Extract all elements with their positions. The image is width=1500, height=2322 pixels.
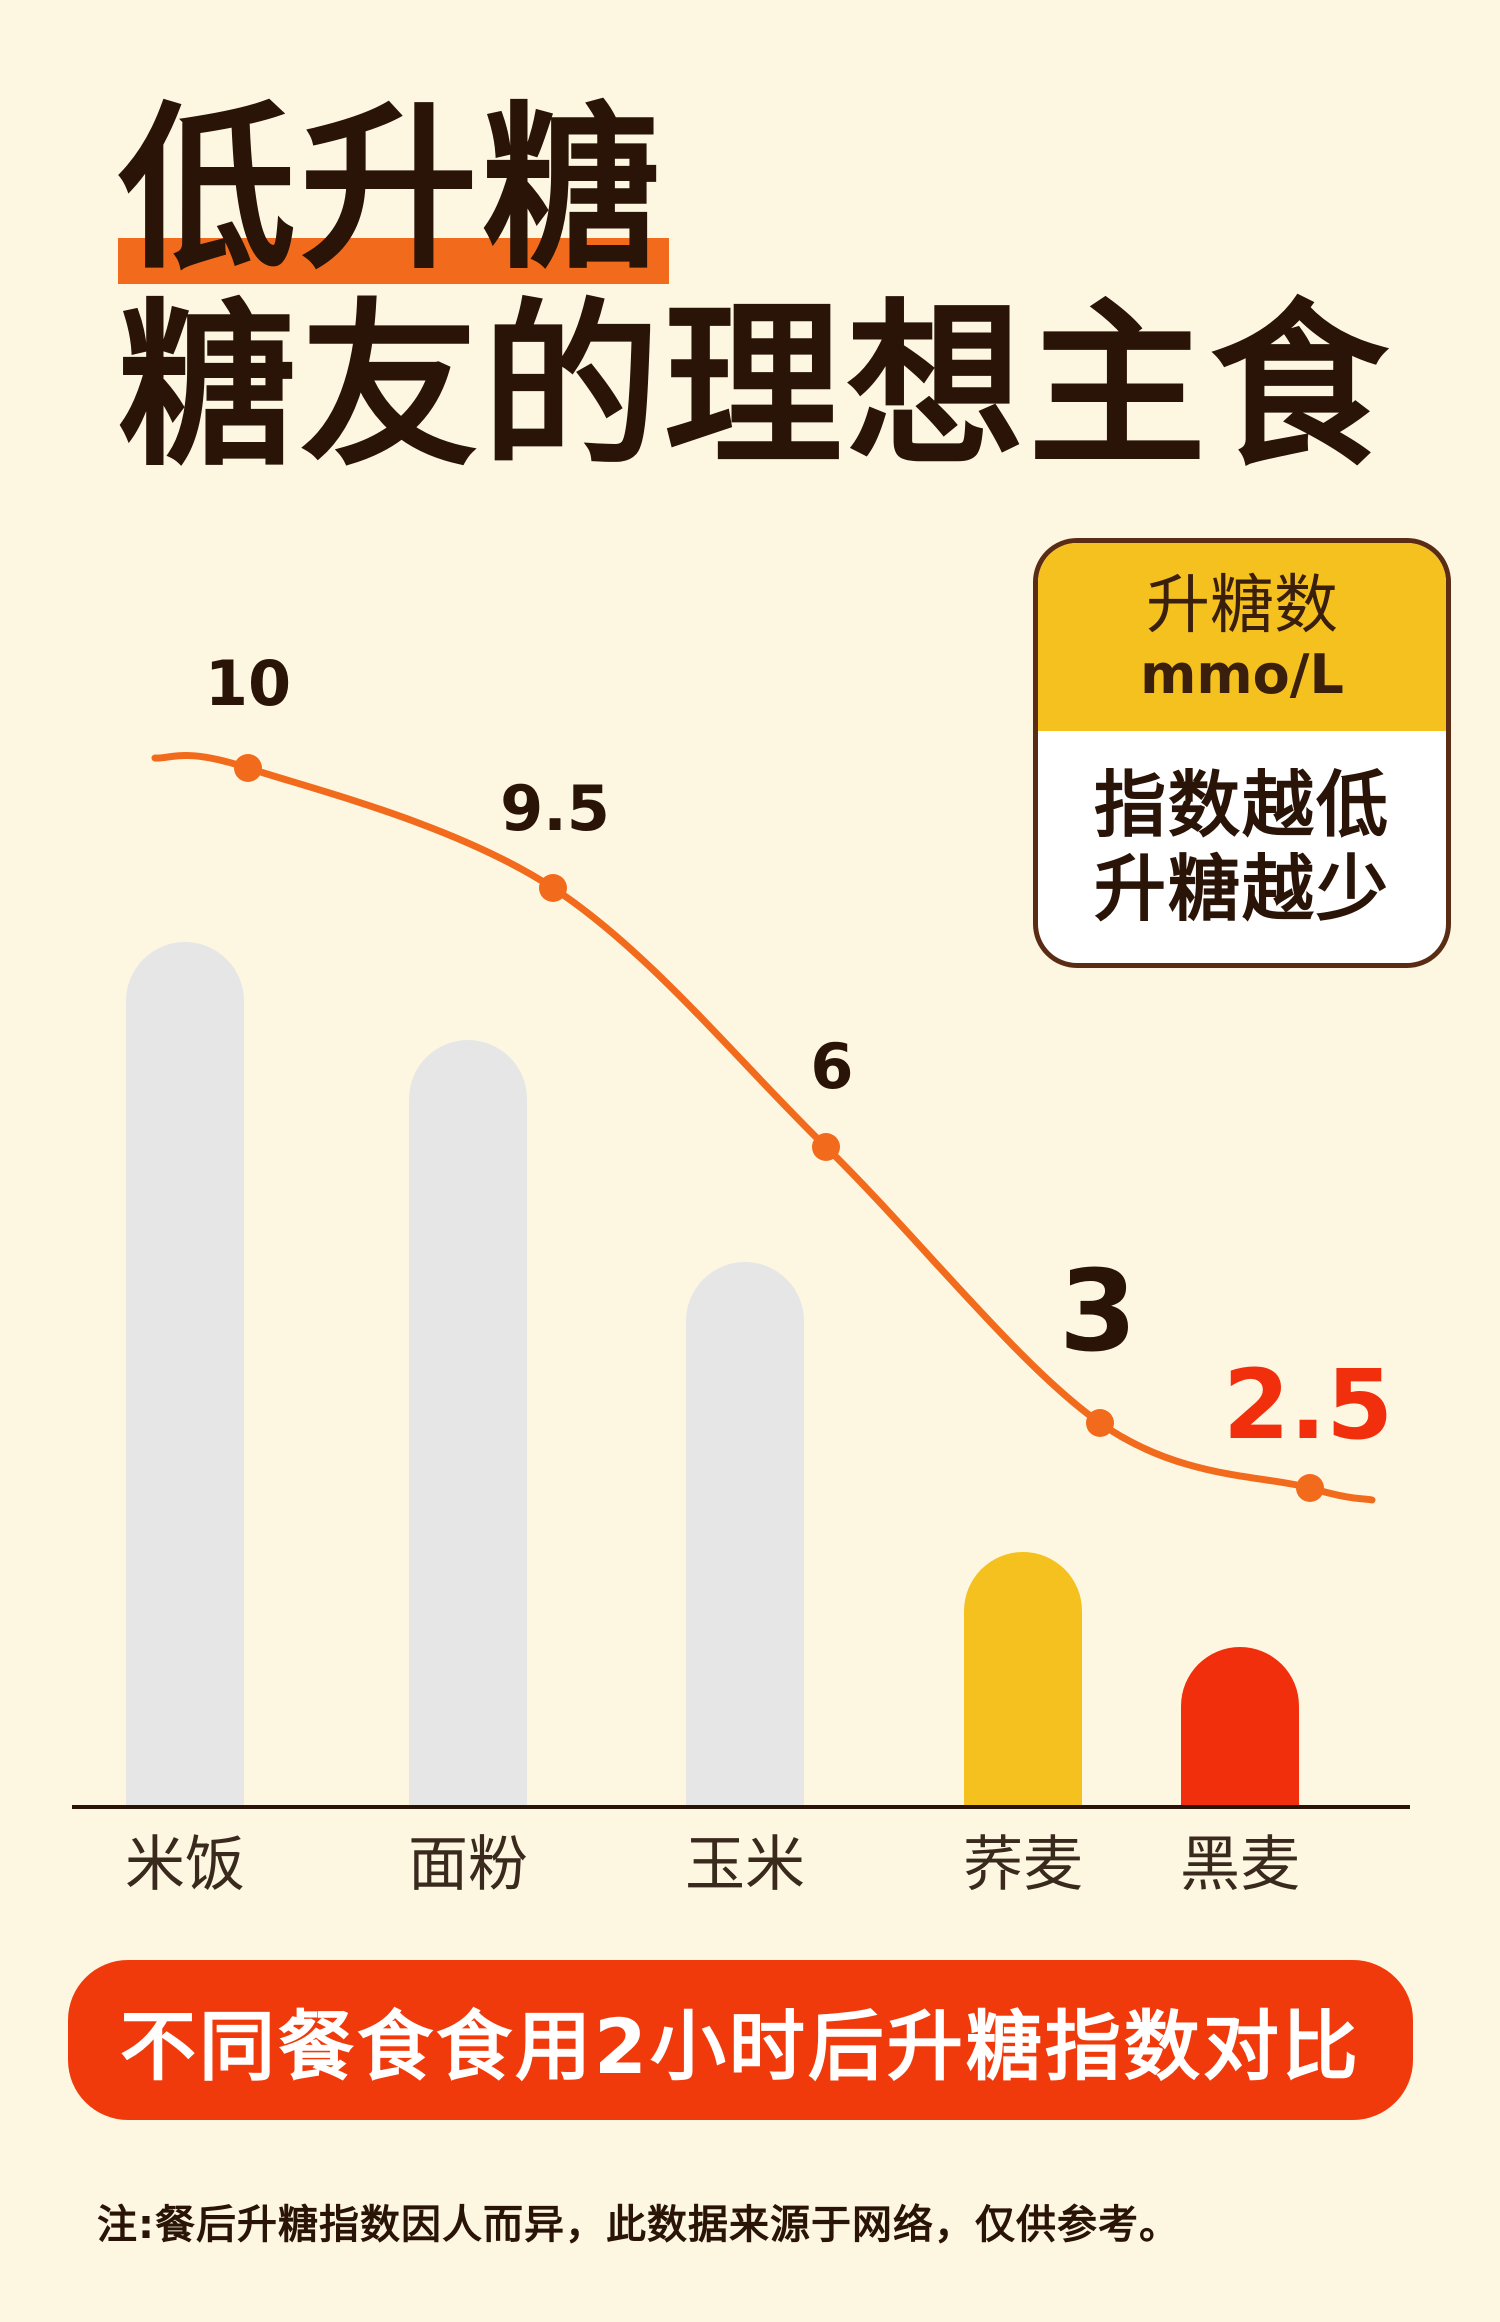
line-point-2 — [539, 874, 567, 902]
legend-header: 升糖数 mmo/L — [1038, 543, 1446, 731]
value-label-3: 6 — [810, 1030, 853, 1103]
category-label-4: 荞麦 — [963, 1830, 1083, 1900]
legend-unit: mmo/L — [1140, 643, 1344, 706]
category-label-1: 米饭 — [125, 1830, 245, 1900]
bar-5 — [1181, 1647, 1299, 1805]
category-label-3: 玉米 — [685, 1830, 805, 1900]
legend-note-line-1: 指数越低 — [1093, 763, 1390, 847]
legend-box: 升糖数 mmo/L 指数越低 升糖越少 — [1033, 538, 1451, 968]
trend-line — [151, 751, 1376, 1504]
line-point-3 — [812, 1133, 840, 1161]
value-label-5: 2.5 — [1223, 1349, 1393, 1461]
bar-1 — [126, 942, 244, 1805]
value-label-4: 3 — [1059, 1247, 1137, 1377]
title-line-2: 糖友的理想主食 — [118, 283, 1392, 490]
legend-title: 升糖数 — [1146, 569, 1338, 643]
bar-2 — [409, 1040, 527, 1805]
value-label-1: 10 — [205, 647, 291, 720]
footnote: 注:餐后升糖指数因人而异，此数据来源于网络，仅供参考。 — [97, 2202, 1180, 2248]
category-label-2: 面粉 — [408, 1830, 528, 1900]
legend-note: 指数越低 升糖越少 — [1038, 731, 1446, 963]
line-point-1 — [234, 754, 262, 782]
caption-banner: 不同餐食食用2小时后升糖指数对比 — [68, 1960, 1413, 2120]
bar-3 — [686, 1262, 804, 1805]
bar-4 — [964, 1552, 1082, 1805]
line-point-5 — [1296, 1474, 1324, 1502]
category-label-5: 黑麦 — [1180, 1830, 1300, 1900]
value-label-2: 9.5 — [500, 772, 610, 845]
title-line-1: 低升糖 — [118, 86, 664, 293]
title-underline — [118, 238, 669, 284]
glycemic-chart: 10 9.5 6 3 2.5 米饭 面粉 玉米 荞麦 黑麦 — [72, 647, 1410, 1900]
legend-note-line-2: 升糖越少 — [1093, 847, 1390, 931]
line-point-4 — [1086, 1409, 1114, 1437]
